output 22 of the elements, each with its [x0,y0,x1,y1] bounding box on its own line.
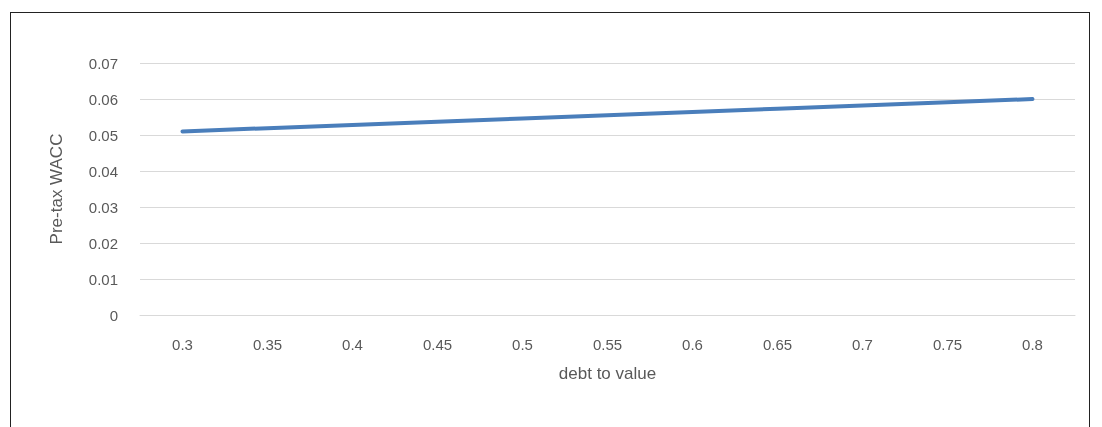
x-tick-label: 0.6 [682,336,703,353]
y-tick-label: 0.07 [88,54,118,72]
x-tick-label: 0.5 [512,336,533,353]
x-tick-label: 0.4 [342,336,363,353]
x-tick-label: 0.3 [172,336,193,353]
x-tick-label: 0.65 [762,336,793,353]
y-tick-label: 0.02 [88,234,118,252]
line-series [180,97,1035,134]
y-tick-label: 0.01 [88,270,118,288]
x-tick-label: 0.8 [1022,336,1043,353]
y-tick-label: 0.05 [88,126,118,144]
y-axis-title: Pre-tax WACC [47,133,66,245]
y-tick-label: 0 [109,306,118,324]
x-tick-label: 0.75 [932,336,963,353]
y-tick-label: 0.03 [88,198,118,216]
y-tick-label: 0.04 [88,162,118,180]
x-tick-label: 0.7 [852,336,873,353]
x-tick-label: 0.55 [592,336,623,353]
x-tick-label: 0.45 [422,336,453,353]
x-axis-title: debt to value [558,364,657,383]
y-tick-label: 0.06 [88,90,118,108]
x-tick-label: 0.35 [252,336,283,353]
